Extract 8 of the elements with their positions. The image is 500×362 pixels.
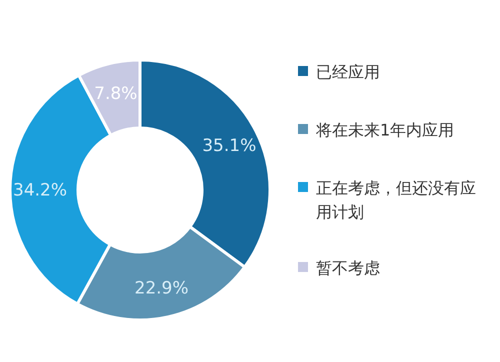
legend-label: 将在未来1年内应用 bbox=[315, 120, 454, 140]
data-label: 22.9% bbox=[134, 278, 189, 299]
data-label: 34.2% bbox=[12, 180, 68, 200]
data-label: 7.8% bbox=[94, 84, 138, 104]
legend-label: 正在考虑，但还没有应用计划 bbox=[316, 178, 476, 222]
data-label: 35.1% bbox=[202, 136, 256, 156]
legend-label: 暂不考虑 bbox=[316, 258, 380, 278]
legend-label: 已经应用 bbox=[316, 62, 380, 82]
